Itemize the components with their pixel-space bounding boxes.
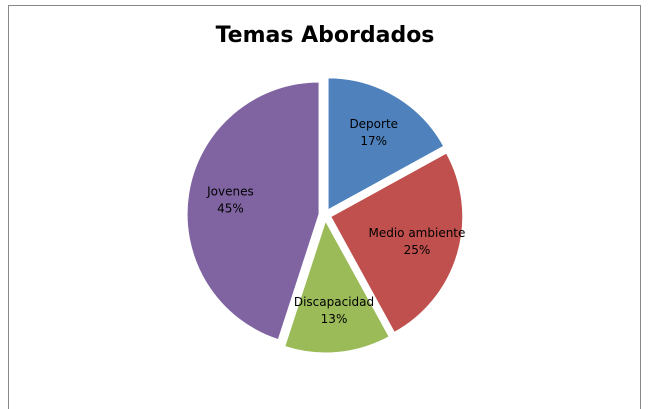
chart-title: Temas Abordados	[216, 23, 435, 48]
slice-label: Jovenes	[206, 185, 254, 199]
value-label: 25%	[404, 243, 431, 257]
pie-slice	[284, 219, 390, 354]
pie-slice	[330, 152, 464, 334]
value-label: 17%	[360, 134, 387, 148]
pie-slice	[186, 81, 320, 341]
chart-border	[8, 5, 641, 409]
value-label: 45%	[217, 202, 244, 216]
slice-label: Medio ambiente	[368, 226, 465, 240]
value-label: 13%	[321, 312, 348, 326]
slice-label: Deporte	[349, 117, 398, 131]
slice-label: Discapacidad	[294, 295, 374, 309]
pie-slice	[327, 77, 445, 211]
